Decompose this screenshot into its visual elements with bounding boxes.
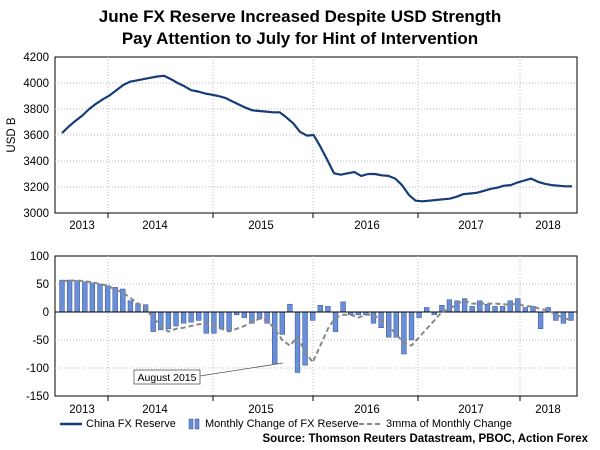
monthly-change-bar [74, 280, 80, 313]
monthly-change-bar [226, 311, 232, 331]
monthly-change-bar [492, 306, 498, 313]
bottom-plot-frame [54, 255, 578, 397]
monthly-change-bar [59, 279, 65, 313]
bottom-y-tick-label: 100 [30, 251, 49, 263]
bottom-y-tick-label: -150 [26, 391, 49, 403]
monthly-change-bar [499, 306, 506, 313]
monthly-change-bar [188, 311, 194, 323]
monthly-change-bar [279, 311, 285, 335]
monthly-change-bar [256, 311, 263, 319]
top-x-tick-label: 2013 [69, 220, 95, 232]
monthly-change-bar [317, 305, 323, 313]
monthly-change-bar [165, 311, 172, 330]
bottom-y-tick-label: -100 [26, 363, 49, 375]
monthly-change-bar [408, 311, 415, 341]
monthly-change-bar [180, 311, 187, 324]
top-y-tick-label: 3800 [23, 104, 49, 116]
top-y-tick-label: 3000 [23, 208, 49, 220]
top-y-axis-label: USD B [6, 117, 18, 152]
bottom-x-tick-label: 2014 [142, 404, 168, 416]
monthly-change-bar [241, 311, 247, 318]
monthly-change-bar [294, 311, 301, 373]
monthly-change-bar [211, 311, 217, 334]
monthly-change-bar [484, 303, 491, 313]
monthly-change-bar [325, 306, 331, 313]
monthly-change-bar [401, 311, 407, 355]
monthly-change-bar [515, 298, 521, 313]
monthly-change-bar [89, 282, 96, 313]
monthly-change-bar [310, 311, 316, 321]
bottom-x-tick-label: 2016 [354, 404, 380, 416]
top-y-tick-label: 3200 [23, 182, 49, 194]
monthly-change-bar [97, 283, 103, 313]
bottom-x-tick-label: 2018 [535, 404, 561, 416]
legend-item-3mma: 3mma of Monthly Change [386, 418, 512, 430]
chart-title-line-1: June FX Reserve Increased Despite USD St… [98, 7, 502, 26]
monthly-change-bar [340, 301, 346, 313]
bottom-y-tick-label: -50 [32, 335, 49, 347]
legend-item-monthly-change: Monthly Change of FX Reserve [205, 418, 359, 430]
legend-item-fx-reserve: China FX Reserve [86, 418, 176, 430]
monthly-change-bar [66, 279, 73, 313]
top-y-tick-label: 3400 [23, 156, 49, 168]
top-y-tick-label: 3600 [23, 130, 49, 142]
annotation-box [133, 369, 201, 385]
fx-reserve-line [61, 74, 572, 203]
top-x-tick-label: 2017 [458, 220, 484, 232]
top-x-tick-label: 2014 [142, 220, 168, 232]
monthly-change-bar [302, 311, 308, 366]
monthly-change-bar [127, 300, 134, 313]
monthly-change-bar [196, 311, 202, 321]
monthly-change-bar [537, 311, 544, 330]
monthly-change-bar [104, 285, 111, 313]
legend-bar-swatch-1 [188, 418, 194, 430]
top-y-tick-label: 4200 [23, 52, 49, 64]
bottom-y-tick-label: 50 [36, 279, 49, 291]
chart-title-line-2: Pay Attention to July for Hint of Interv… [121, 29, 479, 48]
top-x-tick-label: 2016 [354, 220, 380, 232]
legend-bar-swatch-2 [194, 418, 200, 430]
annotation-leader-line [199, 362, 284, 377]
monthly-change-bar [522, 307, 529, 313]
source-note: Source: Thomson Reuters Datastream, PBOC… [262, 433, 588, 445]
monthly-change-bar [287, 303, 293, 313]
bottom-y-tick-label: 0 [43, 307, 49, 319]
top-x-tick-label: 2015 [248, 220, 274, 232]
monthly-change-bar [370, 311, 377, 324]
bottom-x-tick-label: 2015 [248, 404, 274, 416]
monthly-change-bar [568, 311, 574, 321]
monthly-change-bar [82, 281, 88, 313]
monthly-change-bar [507, 300, 513, 313]
monthly-change-bar [469, 306, 475, 313]
monthly-change-bar [173, 311, 179, 327]
monthly-change-bar [446, 299, 453, 313]
monthly-change-bar [218, 311, 225, 330]
annotation-label: August 2015 [138, 372, 197, 384]
monthly-change-bar [477, 300, 483, 313]
monthly-change-bar [424, 307, 430, 313]
bottom-panel: -150 -100 -50 0 50 100 2013 2014 2015 2016 2017 201… [26, 251, 578, 416]
monthly-change-bar [416, 311, 422, 318]
bottom-x-tick-label: 2017 [458, 404, 484, 416]
three-mma-line [61, 279, 572, 364]
top-x-tick-label: 2018 [535, 220, 561, 232]
bottom-x-tick-label: 2013 [69, 404, 95, 416]
monthly-change-bar [272, 311, 278, 364]
top-panel: 3000 3200 3400 3600 3800 4000 4200 2013 2014 2015… [6, 52, 578, 232]
top-y-tick-label: 4000 [23, 78, 49, 90]
